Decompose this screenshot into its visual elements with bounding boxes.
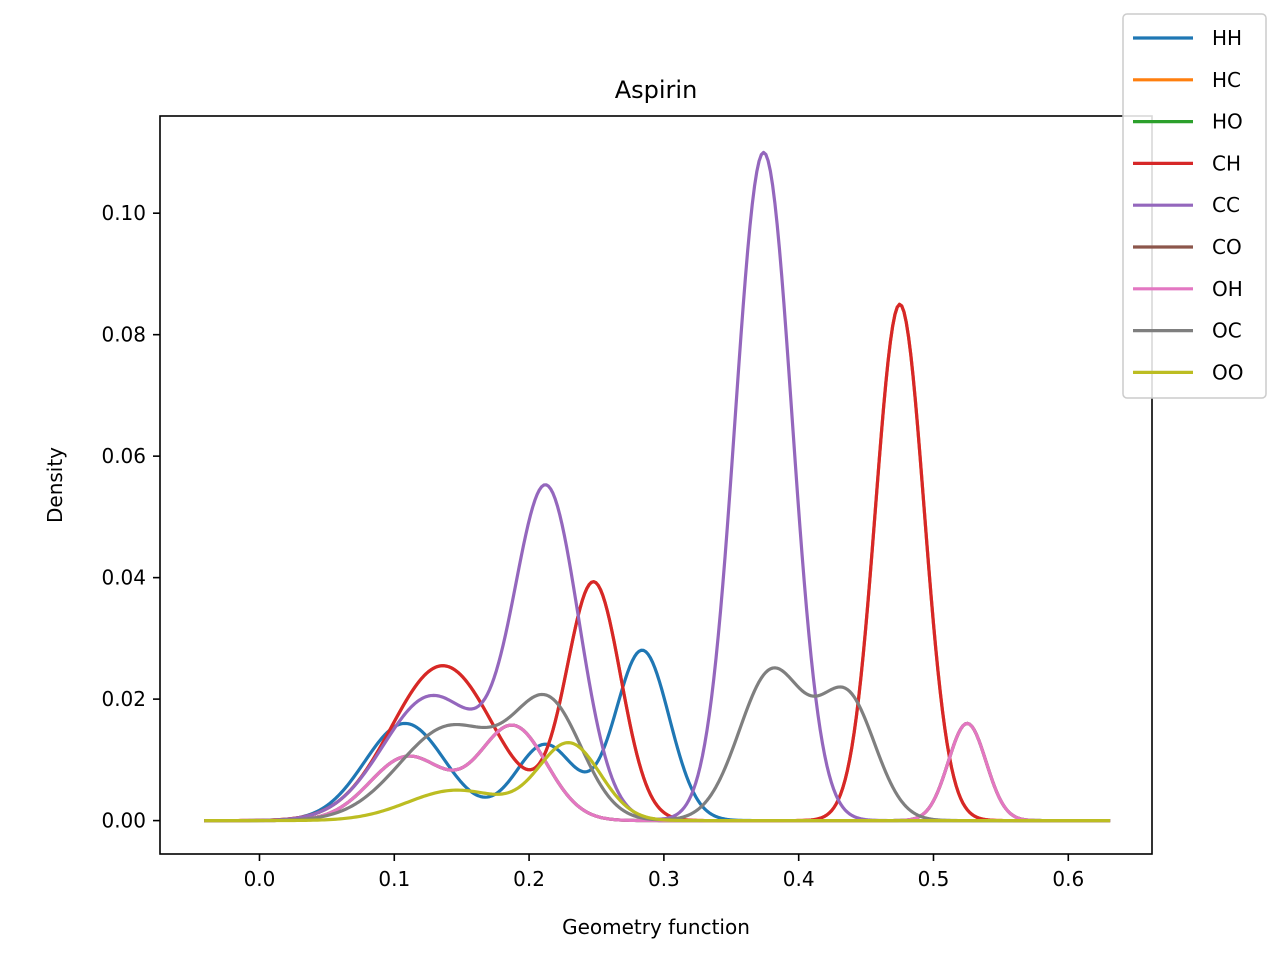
legend-label-ch: CH — [1212, 151, 1241, 175]
legend-label-cc: CC — [1212, 193, 1240, 217]
legend-label-hc: HC — [1212, 68, 1241, 92]
x-tick-label: 0.1 — [378, 867, 410, 891]
plot-frame — [159, 115, 1153, 855]
legend-label-ho: HO — [1212, 110, 1243, 134]
x-tick-label: 0.3 — [648, 867, 680, 891]
legend-label-hh: HH — [1212, 26, 1242, 50]
legend-label-oh: OH — [1212, 277, 1243, 301]
legend-label-co: CO — [1212, 235, 1242, 259]
x-tick-label: 0.4 — [783, 867, 815, 891]
y-tick-label: 0.08 — [101, 323, 146, 347]
legend-box — [1122, 13, 1267, 399]
y-tick-label: 0.00 — [101, 809, 146, 833]
x-axis-label: Geometry function — [562, 915, 750, 939]
y-tick-label: 0.06 — [101, 444, 146, 468]
x-tick-label: 0.2 — [513, 867, 545, 891]
chart-title: Aspirin — [615, 76, 698, 104]
series-lines — [204, 150, 1111, 823]
legend-label-oc: OC — [1212, 319, 1242, 343]
legend: HH HC HO CH CC CO OH OC OO — [1122, 13, 1267, 399]
legend-label-oo: OO — [1212, 360, 1243, 384]
y-axis-label: Density — [43, 447, 67, 523]
x-tick-label: 0.6 — [1052, 867, 1084, 891]
y-tick-label: 0.04 — [101, 566, 146, 590]
x-tick-label: 0.0 — [244, 867, 276, 891]
y-axis-ticks: 0.00 0.02 0.04 0.06 0.08 0.10 — [101, 201, 160, 833]
x-axis-ticks: 0.0 0.1 0.2 0.3 0.4 0.5 0.6 — [244, 854, 1084, 891]
y-tick-label: 0.10 — [101, 201, 146, 225]
series-line-oo — [204, 741, 1111, 823]
y-tick-label: 0.02 — [101, 687, 146, 711]
x-tick-label: 0.5 — [918, 867, 950, 891]
